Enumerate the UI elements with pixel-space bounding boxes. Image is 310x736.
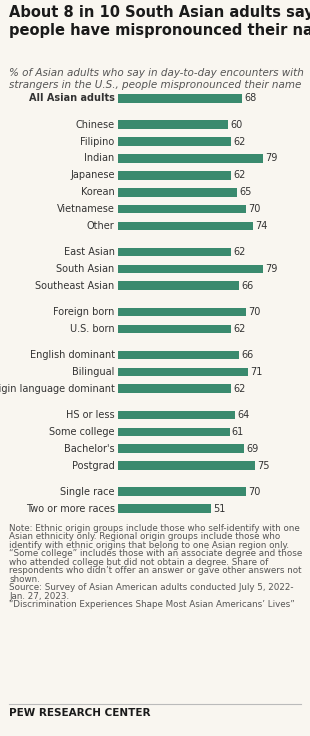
- Text: Filipino: Filipino: [81, 136, 115, 146]
- Text: 68: 68: [245, 93, 257, 104]
- Bar: [118, 351, 239, 359]
- Text: 62: 62: [233, 136, 246, 146]
- Text: 60: 60: [230, 120, 242, 130]
- Text: 79: 79: [265, 264, 277, 274]
- Text: Some college: Some college: [49, 427, 115, 437]
- Text: Bachelor's: Bachelor's: [64, 444, 115, 454]
- Bar: [118, 188, 237, 197]
- Text: 62: 62: [233, 247, 246, 257]
- Text: 64: 64: [237, 410, 250, 420]
- Bar: [118, 265, 263, 273]
- Text: 74: 74: [255, 221, 268, 231]
- Text: 66: 66: [241, 281, 253, 291]
- Text: 70: 70: [248, 487, 261, 497]
- Text: U.S. born: U.S. born: [70, 324, 115, 334]
- Bar: [118, 248, 231, 256]
- Bar: [118, 384, 231, 393]
- Text: 70: 70: [248, 204, 261, 214]
- Text: Chinese: Chinese: [76, 120, 115, 130]
- Bar: [118, 461, 255, 470]
- Text: 51: 51: [213, 503, 226, 514]
- Text: Jan. 27, 2023.: Jan. 27, 2023.: [9, 592, 69, 601]
- Text: Note: Ethnic origin groups include those who self-identify with one: Note: Ethnic origin groups include those…: [9, 524, 300, 533]
- Text: identify with ethnic origins that belong to one Asian region only.: identify with ethnic origins that belong…: [9, 541, 289, 550]
- Text: % of Asian adults who say in day-to-day encounters with
strangers in the U.S., p: % of Asian adults who say in day-to-day …: [9, 68, 304, 90]
- Text: Bilingual: Bilingual: [72, 367, 115, 377]
- Text: Indian: Indian: [84, 153, 115, 163]
- Text: Other: Other: [87, 221, 115, 231]
- Bar: [118, 411, 235, 420]
- Text: 62: 62: [233, 170, 246, 180]
- Text: Single race: Single race: [60, 487, 115, 497]
- Text: 62: 62: [233, 324, 246, 334]
- Text: 70: 70: [248, 307, 261, 317]
- Bar: [118, 94, 242, 103]
- Text: 71: 71: [250, 367, 263, 377]
- Text: Source: Survey of Asian American adults conducted July 5, 2022-: Source: Survey of Asian American adults …: [9, 583, 294, 592]
- Bar: [118, 367, 248, 376]
- Text: 62: 62: [233, 384, 246, 394]
- Text: Southeast Asian: Southeast Asian: [35, 281, 115, 291]
- Text: Origin language dominant: Origin language dominant: [0, 384, 115, 394]
- Text: Asian ethnicity only. Regional origin groups include those who: Asian ethnicity only. Regional origin gr…: [9, 533, 281, 542]
- Text: All Asian adults: All Asian adults: [29, 93, 115, 104]
- Text: About 8 in 10 South Asian adults say
people have mispronounced their name: About 8 in 10 South Asian adults say peo…: [9, 5, 310, 38]
- Text: respondents who didn’t offer an answer or gave other answers not: respondents who didn’t offer an answer o…: [9, 567, 302, 576]
- Text: South Asian: South Asian: [56, 264, 115, 274]
- Bar: [118, 281, 239, 290]
- Bar: [118, 154, 263, 163]
- Text: English dominant: English dominant: [29, 350, 115, 360]
- Text: Japanese: Japanese: [70, 170, 115, 180]
- Bar: [118, 325, 231, 333]
- Text: 79: 79: [265, 153, 277, 163]
- Bar: [118, 308, 246, 316]
- Text: Postgrad: Postgrad: [72, 461, 115, 471]
- Bar: [118, 205, 246, 213]
- Text: 61: 61: [232, 427, 244, 437]
- Bar: [118, 428, 229, 436]
- Text: shown.: shown.: [9, 575, 40, 584]
- Bar: [118, 504, 211, 513]
- Text: 69: 69: [246, 444, 259, 454]
- Bar: [118, 445, 244, 453]
- Bar: [118, 171, 231, 180]
- Text: “Some college” includes those with an associate degree and those: “Some college” includes those with an as…: [9, 549, 303, 559]
- Text: Vietnamese: Vietnamese: [57, 204, 115, 214]
- Text: PEW RESEARCH CENTER: PEW RESEARCH CENTER: [9, 708, 151, 718]
- Text: Korean: Korean: [81, 187, 115, 197]
- Text: Two or more races: Two or more races: [26, 503, 115, 514]
- Text: East Asian: East Asian: [64, 247, 115, 257]
- Bar: [118, 120, 228, 129]
- Text: 65: 65: [239, 187, 251, 197]
- Text: who attended college but did not obtain a degree. Share of: who attended college but did not obtain …: [9, 558, 268, 567]
- Text: Foreign born: Foreign born: [53, 307, 115, 317]
- Bar: [118, 487, 246, 496]
- Bar: [118, 137, 231, 146]
- Text: HS or less: HS or less: [66, 410, 115, 420]
- Text: “Discrimination Experiences Shape Most Asian Americans’ Lives”: “Discrimination Experiences Shape Most A…: [9, 601, 295, 609]
- Bar: [118, 222, 253, 230]
- Text: 75: 75: [257, 461, 270, 471]
- Text: 66: 66: [241, 350, 253, 360]
